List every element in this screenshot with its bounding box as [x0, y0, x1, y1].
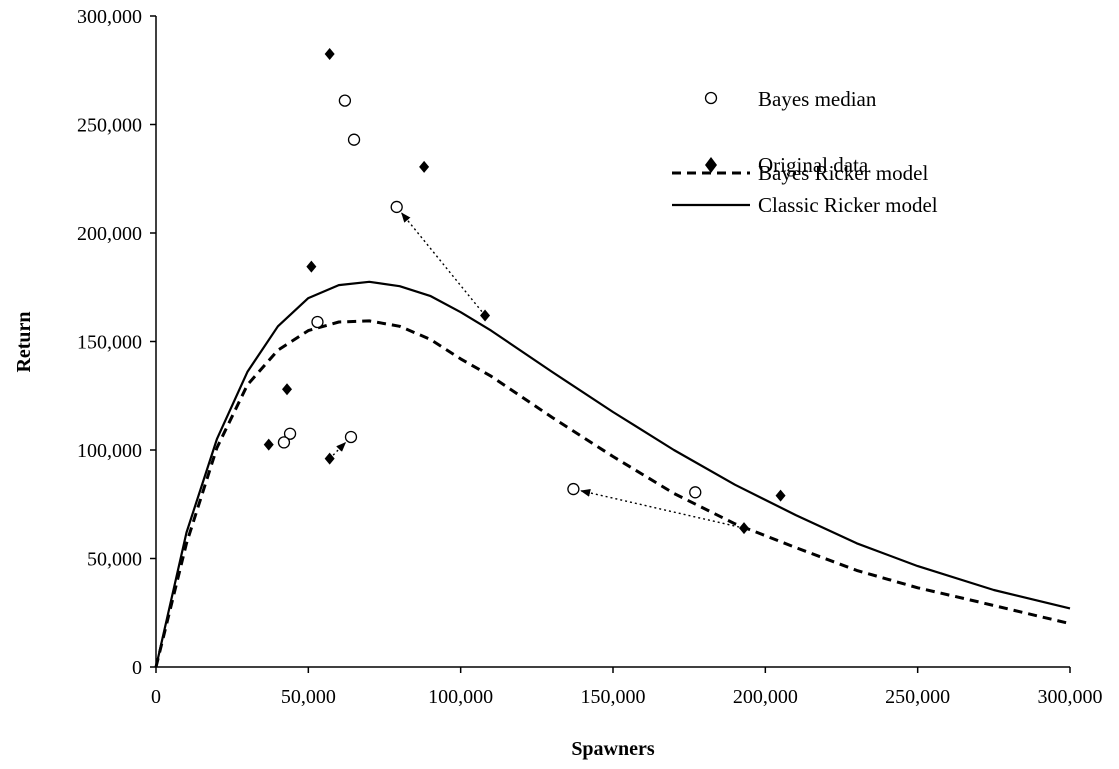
legend-label-classic-ricker: Classic Ricker model: [758, 193, 938, 217]
x-tick-label: 150,000: [581, 686, 646, 708]
original-data-point: [324, 47, 335, 60]
shift-arrows: [329, 212, 745, 529]
y-tick-label: 0: [132, 657, 142, 679]
legend-diamond-marker: [705, 157, 717, 173]
x-tick-label: 300,000: [1038, 686, 1103, 708]
legend: Bayes median Original data Bayes Ricker …: [672, 87, 938, 217]
x-tick-label: 100,000: [428, 686, 493, 708]
shift-arrow: [329, 441, 347, 460]
original-data-point: [306, 260, 317, 273]
x-tick-label: 250,000: [885, 686, 950, 708]
bayes-median-point: [283, 427, 297, 440]
legend-open-circle-marker: [704, 91, 718, 105]
y-tick-label: 150,000: [77, 332, 142, 354]
x-axis-title: Spawners: [571, 738, 655, 760]
original-data-point: [419, 160, 430, 173]
bayes-median-point: [390, 200, 403, 214]
y-tick-label: 200,000: [77, 223, 142, 245]
legend-entry-bayes-median: Bayes median: [704, 87, 877, 111]
original-data-point: [263, 438, 274, 451]
bayes-median-point: [277, 436, 291, 449]
data-points: [263, 47, 786, 535]
x-axis-ticks: 0 50,000 100,000 150,000 200,000 250,000 300,0…: [151, 667, 1103, 708]
legend-entry-original-data: Original data: [705, 153, 869, 177]
y-tick-label: 300,000: [77, 6, 142, 28]
legend-entry-bayes-ricker: Bayes Ricker model: [672, 161, 928, 185]
shift-arrow: [401, 212, 486, 316]
original-data-point: [775, 489, 786, 502]
original-data-point: [739, 522, 750, 535]
bayes-median-point: [567, 482, 580, 496]
x-tick-label: 50,000: [281, 686, 336, 708]
model-lines: [154, 280, 1071, 668]
y-tick-label: 100,000: [77, 440, 142, 462]
y-axis-ticks: 0 50,000 100,000 150,000 200,000 250,000 300,0…: [77, 6, 156, 679]
y-tick-label: 50,000: [87, 549, 142, 571]
bayes-median-point: [344, 430, 358, 444]
original-data-point: [480, 309, 491, 322]
y-axis-title: Return: [13, 311, 35, 372]
bayes-median-point: [311, 315, 324, 329]
bayes-ricker-curve: [154, 319, 1071, 668]
shift-arrow: [580, 488, 745, 529]
original-data-point: [324, 452, 335, 465]
x-tick-label: 0: [151, 686, 161, 708]
legend-label-original-data: Original data: [758, 153, 869, 177]
x-tick-label: 200,000: [733, 686, 798, 708]
bayes-median-point: [689, 486, 702, 499]
bayes-median-point: [347, 133, 361, 146]
classic-ricker-curve: [154, 280, 1071, 668]
y-tick-label: 250,000: [77, 115, 142, 137]
original-data-point: [282, 383, 293, 396]
legend-label-bayes-median: Bayes median: [758, 87, 877, 111]
legend-label-bayes-ricker: Bayes Ricker model: [758, 161, 928, 185]
bayes-median-point: [338, 94, 352, 107]
legend-entry-classic-ricker: Classic Ricker model: [672, 193, 938, 217]
